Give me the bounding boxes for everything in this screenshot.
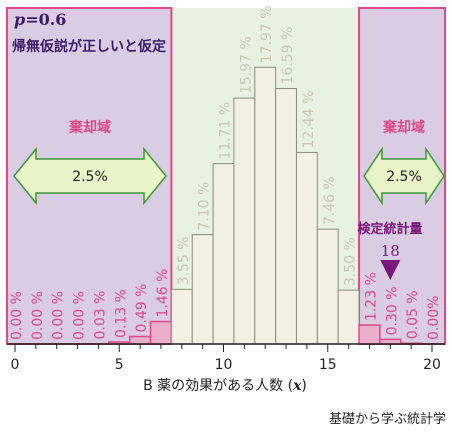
value-label-15: 7.46 % <box>322 176 338 225</box>
bar-9 <box>191 234 214 345</box>
test-statistic-label: 検定統計量 <box>357 221 422 237</box>
bar-6 <box>128 335 152 345</box>
bar-13 <box>275 88 297 345</box>
x-tick-label-0: 0 <box>11 357 20 373</box>
value-label-10: 11.71 % <box>218 102 234 160</box>
hypothesis-text: 帰無仮説が正しいと仮定 <box>12 38 166 55</box>
rejection-right-title: 棄却域 <box>382 119 425 136</box>
x-tick-label-15: 15 <box>319 357 337 373</box>
value-label-16: 3.50 % <box>343 237 359 286</box>
value-label-12: 17.97 % <box>259 5 275 63</box>
double-arrow-right-icon <box>363 146 445 206</box>
value-label-3: 0.00 % <box>72 291 88 340</box>
value-label-17: 1.23 % <box>363 272 379 321</box>
value-label-20: 0.00% <box>426 296 442 340</box>
value-label-4: 0.03 % <box>92 291 108 340</box>
x-tick-label-5: 5 <box>115 357 124 373</box>
value-label-6: 0.49 % <box>134 284 150 333</box>
value-label-5: 0.13 % <box>113 289 129 338</box>
bar-12 <box>254 66 277 345</box>
value-label-13: 16.59 % <box>280 27 296 85</box>
bar-15 <box>316 228 339 345</box>
x-tick-label-20: 20 <box>423 357 441 373</box>
test-statistic-marker-icon <box>380 260 401 280</box>
rejection-left-title: 棄却域 <box>68 119 111 136</box>
value-label-0: 0.00 % <box>9 291 25 340</box>
double-arrow-left-icon <box>13 146 167 206</box>
rejection-left-percent: 2.5% <box>72 169 108 185</box>
bar-8 <box>170 288 193 345</box>
bar-10 <box>212 163 235 345</box>
bar-17 <box>358 324 381 345</box>
x-ticks-group: 0 5 10 15 20 <box>11 344 441 373</box>
x-tick-label-10: 10 <box>215 357 233 373</box>
p-label: p=0.6 <box>14 10 66 29</box>
test-statistic-value: 18 <box>381 242 400 260</box>
value-label-2: 0.00 % <box>51 291 67 340</box>
value-label-19: 0.05 % <box>405 290 421 339</box>
value-label-8: 3.55 % <box>176 236 192 285</box>
value-label-9: 7.10 % <box>197 182 213 231</box>
x-axis-label: B 薬の効果がある人数 (x) <box>143 378 307 394</box>
value-labels-group: 0.00 % 0.00 % 0.00 % 0.00 % 0.03 % 0.13 % 0.49… <box>9 5 442 340</box>
value-label-1: 0.00 % <box>30 291 46 340</box>
bar-16 <box>337 289 360 345</box>
bar-11 <box>233 97 256 345</box>
value-label-14: 12.44 % <box>301 91 317 149</box>
watermark-text: 基礎から学ぶ統計学 <box>328 412 446 427</box>
rejection-right-percent: 2.5% <box>386 169 422 185</box>
value-label-7: 1.46 % <box>155 269 171 318</box>
bar-7 <box>149 320 173 345</box>
bar-14 <box>295 151 318 345</box>
value-label-18: 0.30 % <box>384 286 400 335</box>
value-label-11: 15.97 % <box>238 36 254 94</box>
